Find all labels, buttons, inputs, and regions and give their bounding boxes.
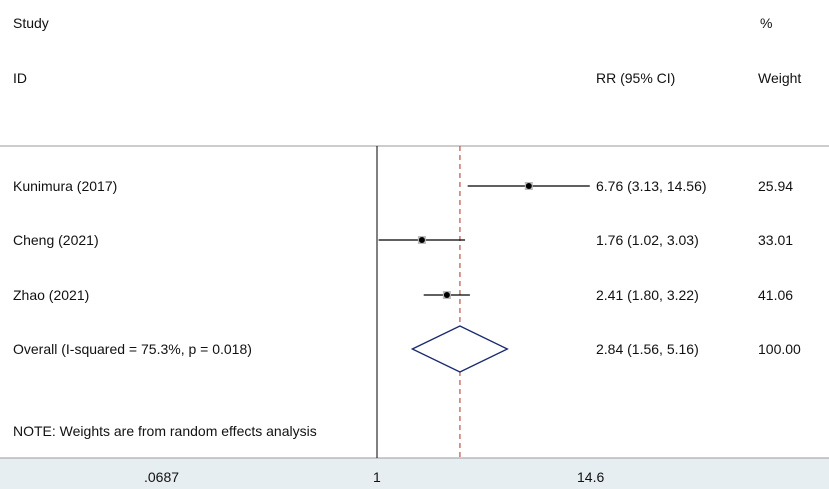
id-header: ID xyxy=(13,70,27,86)
overall-ci-text: 2.84 (1.56, 5.16) xyxy=(596,341,699,357)
study-point-estimate xyxy=(443,292,450,298)
study-label: Zhao (2021) xyxy=(13,287,90,303)
study-ci-text: 1.76 (1.02, 3.03) xyxy=(596,232,699,248)
x-tick-label: 1 xyxy=(373,469,381,485)
axis-band xyxy=(0,458,829,489)
study-point-estimate xyxy=(525,183,532,189)
overall-diamond xyxy=(410,325,509,373)
study-weight: 41.06 xyxy=(758,287,794,303)
study-weight: 33.01 xyxy=(758,232,794,248)
ci-header: RR (95% CI) xyxy=(596,70,676,86)
study-weight: 25.94 xyxy=(758,178,794,194)
x-tick-label: .0687 xyxy=(144,469,180,485)
overall-weight: 100.00 xyxy=(758,341,801,357)
note-text: NOTE: Weights are from random effects an… xyxy=(13,423,317,439)
overall-label: Overall (I-squared = 75.3%, p = 0.018) xyxy=(13,341,252,357)
weight-header: Weight xyxy=(758,70,802,86)
study-label: Cheng (2021) xyxy=(13,232,99,248)
study-point-estimate xyxy=(418,237,425,243)
x-tick-label: 14.6 xyxy=(577,469,605,485)
study-label: Kunimura (2017) xyxy=(13,178,118,194)
study-ci-text: 6.76 (3.13, 14.56) xyxy=(596,178,707,194)
percent-header: % xyxy=(760,15,773,31)
study-header: Study xyxy=(13,15,49,31)
study-ci-text: 2.41 (1.80, 3.22) xyxy=(596,287,699,303)
